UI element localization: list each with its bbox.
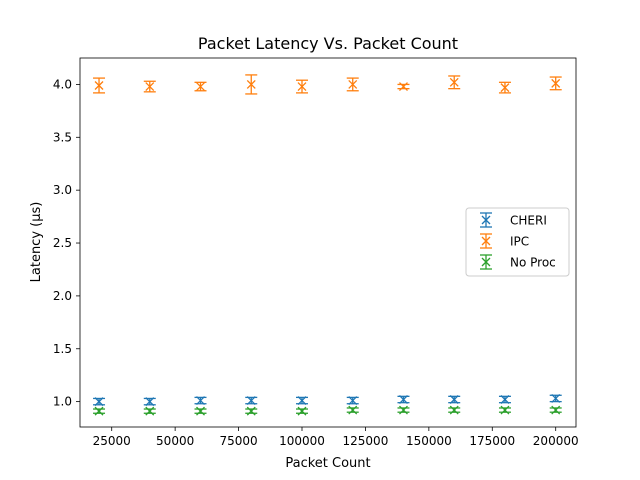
data-point-stroke	[145, 82, 155, 92]
data-point	[551, 393, 561, 403]
data-point	[196, 406, 205, 416]
data-point	[500, 395, 510, 404]
legend-marker	[481, 215, 491, 225]
data-point	[94, 81, 104, 90]
data-point-stroke	[399, 405, 408, 415]
data-point	[500, 405, 510, 415]
legend-box	[465, 207, 570, 277]
data-point	[551, 78, 561, 88]
series-cheri	[93, 393, 562, 407]
data-point	[500, 83, 510, 93]
data-point-stroke	[145, 406, 155, 416]
data-point	[399, 82, 408, 92]
y-tick-label: 2.5	[53, 236, 72, 250]
data-point	[297, 406, 307, 416]
data-point	[449, 395, 459, 404]
data-point	[348, 396, 358, 406]
y-tick-label: 1.5	[53, 342, 72, 356]
legend-item-cheri: CHERI	[480, 212, 547, 228]
data-point-stroke	[348, 396, 358, 406]
data-point-stroke	[399, 395, 408, 404]
x-tick-label: 200000	[533, 434, 579, 448]
x-tick-label: 75000	[219, 434, 257, 448]
data-point	[196, 82, 205, 92]
data-point-stroke	[196, 406, 205, 416]
y-tick-label: 2.0	[53, 289, 72, 303]
data-point	[145, 406, 155, 416]
data-point-stroke	[94, 397, 104, 407]
data-point	[246, 406, 256, 416]
x-tick-label: 150000	[406, 434, 452, 448]
legend-marker	[481, 257, 491, 267]
x-tick-label: 175000	[469, 434, 515, 448]
data-point	[399, 395, 408, 404]
y-tick-label: 3.0	[53, 183, 72, 197]
x-tick-label: 100000	[279, 434, 325, 448]
data-point	[297, 82, 307, 92]
x-tick-label: 125000	[343, 434, 389, 448]
chart-title: Packet Latency Vs. Packet Count	[198, 34, 458, 53]
plot-area: 25000 50000 75000 100000 125000 150000 175000 2…	[53, 57, 579, 448]
data-point	[94, 397, 104, 407]
data-point-stroke	[449, 395, 459, 404]
data-point-stroke	[348, 79, 358, 89]
series-no-proc	[93, 405, 562, 416]
data-point-stroke	[551, 393, 561, 403]
y-axis-label: Latency (µs)	[29, 202, 44, 283]
data-point	[449, 77, 459, 87]
x-axis-label: Packet Count	[285, 456, 370, 471]
data-point-stroke	[551, 405, 561, 415]
data-point-stroke	[297, 406, 307, 416]
data-point-stroke	[246, 406, 256, 416]
data-point-stroke	[297, 396, 307, 406]
data-point-stroke	[551, 78, 561, 88]
legend-item-ipc: IPC	[480, 233, 529, 249]
data-point	[297, 396, 307, 406]
data-point	[348, 79, 358, 89]
y-tick-label: 4.0	[53, 77, 72, 91]
y-tick-label: 3.5	[53, 130, 72, 144]
data-point-stroke	[348, 405, 358, 415]
data-point	[196, 396, 205, 406]
data-point	[551, 405, 561, 415]
data-point	[246, 396, 256, 406]
legend-label: IPC	[510, 235, 529, 249]
legend-item-no-proc: No Proc	[480, 254, 556, 270]
data-point-stroke	[94, 406, 104, 416]
data-point	[348, 405, 358, 415]
data-point-stroke	[196, 396, 205, 406]
data-point	[94, 406, 104, 416]
data-point	[246, 79, 256, 89]
legend-marker	[481, 236, 491, 246]
data-point-stroke	[500, 395, 510, 404]
data-point-stroke	[246, 79, 256, 89]
data-point	[145, 397, 155, 407]
legend: CHERI IPC No Proc	[465, 207, 570, 277]
axes-frame	[79, 57, 577, 428]
x-tick-label: 50000	[156, 434, 194, 448]
data-point-stroke	[145, 397, 155, 407]
legend-label: No Proc	[510, 256, 556, 270]
data-point-stroke	[297, 82, 307, 92]
data-point-stroke	[500, 405, 510, 415]
data-point-stroke	[449, 405, 459, 415]
data-point-stroke	[196, 82, 205, 92]
data-point	[399, 405, 408, 415]
data-point-stroke	[246, 396, 256, 406]
data-point-stroke	[94, 81, 104, 90]
series-ipc	[93, 74, 562, 95]
data-point	[145, 82, 155, 92]
data-point-stroke	[399, 82, 408, 92]
data-point-stroke	[449, 77, 459, 87]
x-tick-label: 25000	[93, 434, 131, 448]
data-point-stroke	[500, 83, 510, 93]
legend-label: CHERI	[510, 214, 547, 228]
y-tick-label: 1.0	[53, 395, 72, 409]
data-point	[449, 405, 459, 415]
